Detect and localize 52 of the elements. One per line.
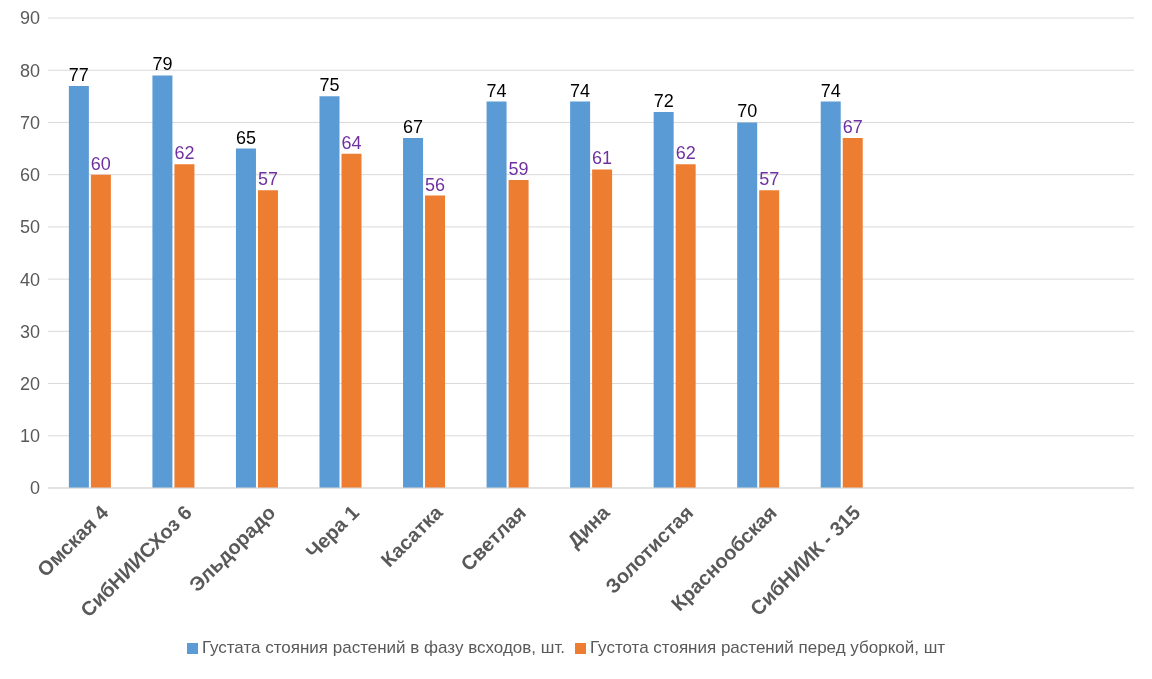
data-label: 57 bbox=[759, 169, 780, 190]
data-label: 67 bbox=[403, 117, 424, 138]
data-label: 74 bbox=[486, 80, 507, 101]
data-label: 79 bbox=[152, 54, 173, 75]
data-label: 62 bbox=[174, 143, 195, 164]
bar bbox=[570, 101, 591, 488]
y-tick-label: 10 bbox=[19, 426, 40, 447]
data-label: 60 bbox=[90, 153, 111, 174]
data-label: 70 bbox=[737, 101, 758, 122]
bar bbox=[90, 174, 111, 488]
bar bbox=[403, 138, 424, 488]
legend-label: Густота стояния растений перед уборкой, шт bbox=[590, 638, 946, 657]
y-tick-label: 60 bbox=[19, 165, 40, 186]
y-tick-label: 70 bbox=[19, 112, 40, 133]
bar bbox=[486, 101, 507, 488]
data-label: 57 bbox=[257, 169, 278, 190]
bar bbox=[737, 122, 758, 488]
y-tick-label: 0 bbox=[29, 478, 40, 499]
data-label: 61 bbox=[592, 148, 613, 169]
data-label: 77 bbox=[68, 64, 89, 85]
data-label: 65 bbox=[235, 127, 256, 148]
y-tick-label: 40 bbox=[19, 269, 40, 290]
bar bbox=[508, 179, 529, 488]
bar bbox=[592, 169, 613, 488]
y-tick-label: 80 bbox=[19, 60, 40, 81]
bar bbox=[341, 153, 362, 488]
bar bbox=[152, 75, 173, 488]
data-label: 56 bbox=[425, 174, 446, 195]
y-tick-label: 50 bbox=[19, 217, 40, 238]
y-tick-label: 30 bbox=[19, 321, 40, 342]
bar bbox=[759, 190, 780, 488]
data-label: 64 bbox=[341, 132, 362, 153]
bar bbox=[68, 85, 89, 488]
bar bbox=[235, 148, 256, 488]
data-label: 62 bbox=[675, 143, 696, 164]
bar bbox=[174, 164, 195, 488]
bar bbox=[653, 112, 674, 488]
y-tick-label: 20 bbox=[19, 373, 40, 394]
data-label: 74 bbox=[570, 80, 591, 101]
bar bbox=[820, 101, 841, 488]
bar bbox=[319, 96, 340, 488]
bar bbox=[842, 138, 863, 488]
data-label: 75 bbox=[319, 75, 340, 96]
bar bbox=[425, 195, 446, 488]
y-tick-label: 90 bbox=[19, 8, 40, 29]
data-label: 67 bbox=[842, 117, 863, 138]
bar bbox=[257, 190, 278, 488]
data-label: 72 bbox=[653, 91, 674, 111]
bar bbox=[675, 164, 696, 488]
legend-label: Густата стояния растений в фазу всходов, шт. bbox=[201, 638, 566, 657]
data-label: 59 bbox=[508, 158, 529, 179]
data-label: 74 bbox=[820, 80, 841, 101]
